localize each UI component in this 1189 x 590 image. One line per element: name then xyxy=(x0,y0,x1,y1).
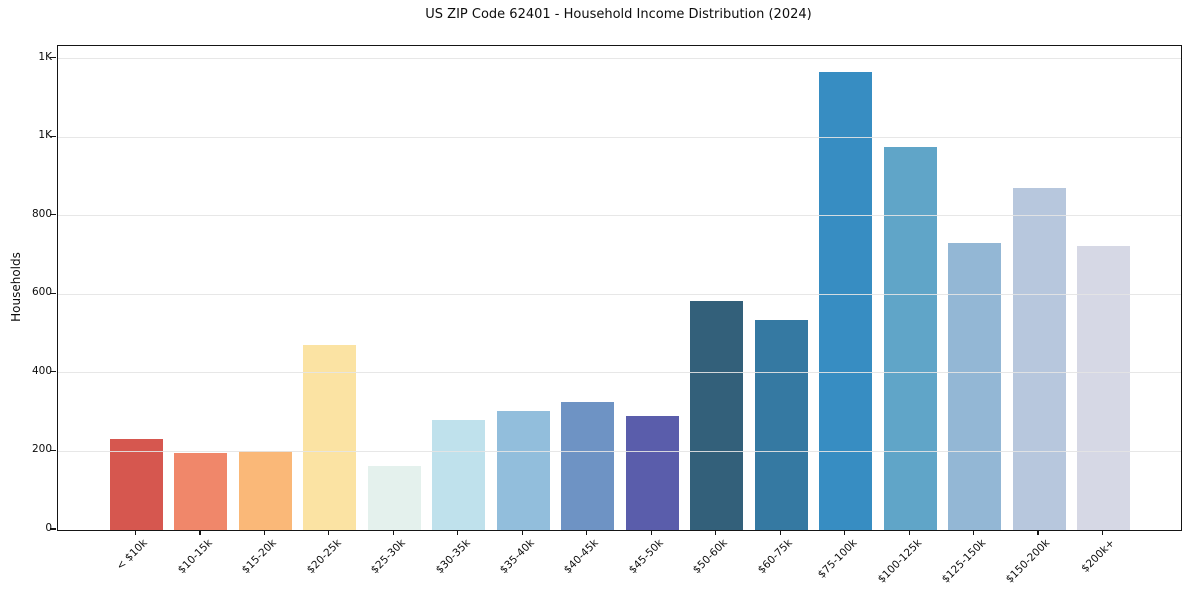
x-axis-tick xyxy=(199,530,201,535)
chart-title: US ZIP Code 62401 - Household Income Dis… xyxy=(425,7,812,22)
bar-20-25k xyxy=(303,344,357,530)
x-axis-tick xyxy=(972,530,975,535)
x-axis-tick xyxy=(586,530,588,535)
x-axis-tick xyxy=(134,530,137,535)
x-axis-tick-label: $150-200k xyxy=(1004,537,1053,586)
y-axis-tick xyxy=(50,292,56,294)
bar-60-75k xyxy=(754,319,808,530)
bar-30-35k xyxy=(432,420,486,530)
y-axis-tick-label: 1K xyxy=(38,50,52,63)
gridline xyxy=(58,136,1181,138)
y-axis-tick-label: 400 xyxy=(31,364,52,377)
x-axis-tick xyxy=(457,530,459,535)
bar-75-100k xyxy=(819,72,873,530)
x-axis-tick xyxy=(1037,530,1039,535)
y-axis-tick xyxy=(50,214,56,216)
gridline xyxy=(58,450,1181,452)
x-axis-tick xyxy=(521,530,523,535)
y-axis-tick xyxy=(50,56,56,59)
x-axis-tick xyxy=(392,530,394,535)
bar-50-60k xyxy=(690,301,744,530)
y-axis-tick-label: 200 xyxy=(31,443,52,456)
x-axis-tick-label: $200k+ xyxy=(1079,537,1118,575)
gridline xyxy=(58,215,1181,217)
bar-200k xyxy=(1077,246,1131,530)
x-axis-tick-label: $100-125k xyxy=(875,537,924,586)
bar-125-150k xyxy=(948,243,1002,530)
y-axis-tick-label: 800 xyxy=(31,207,52,220)
bar-15-20k xyxy=(238,451,292,530)
bar-150-200k xyxy=(1012,188,1066,530)
x-axis-tick-label: $60-75k xyxy=(755,537,795,577)
x-axis-tick-label: $75-100k xyxy=(815,537,860,581)
plot-area xyxy=(57,45,1182,531)
x-axis-tick xyxy=(650,530,652,535)
x-axis-tick xyxy=(908,530,910,535)
bar-10k xyxy=(109,438,163,530)
x-axis-tick-label: $125-150k xyxy=(939,537,989,586)
x-axis-tick xyxy=(328,530,330,535)
y-axis-tick xyxy=(50,135,56,137)
bar-100-125k xyxy=(883,147,937,530)
x-axis-tick-label: $20-25k xyxy=(304,537,344,577)
y-axis-tick-label: 600 xyxy=(31,286,52,299)
y-axis-tick xyxy=(50,449,56,452)
y-axis-tick-label: 1K xyxy=(38,129,52,142)
x-axis-tick xyxy=(715,530,717,535)
x-axis-tick-label: $10-15k xyxy=(175,537,215,577)
x-axis-tick-label: $30-35k xyxy=(433,537,473,577)
x-axis-tick-label: $15-20k xyxy=(239,537,279,577)
x-axis-tick xyxy=(779,530,781,535)
gridline xyxy=(58,293,1181,295)
y-axis-tick-label: 0 xyxy=(45,522,52,534)
x-axis-tick-label: $25-30k xyxy=(368,537,408,577)
x-axis-tick-label: $50-60k xyxy=(691,537,731,577)
x-axis-tick-label: $35-40k xyxy=(497,537,537,577)
x-axis-tick-label: < $10k xyxy=(114,537,150,573)
x-axis-tick xyxy=(844,530,846,535)
y-axis-tick xyxy=(50,371,56,373)
gridline xyxy=(58,58,1181,60)
bar-35-40k xyxy=(496,411,550,530)
gridline xyxy=(58,372,1181,374)
x-axis-tick-label: $40-45k xyxy=(562,537,602,577)
bar-10-15k xyxy=(174,452,228,530)
x-axis-tick xyxy=(1101,530,1104,535)
y-axis-tick xyxy=(50,528,56,530)
x-axis-tick xyxy=(263,530,265,535)
bar-40-45k xyxy=(561,402,615,530)
y-axis-label: Households xyxy=(9,252,23,322)
x-axis-tick-label: $45-50k xyxy=(626,537,666,577)
bar-45-50k xyxy=(625,415,679,530)
bar-25-30k xyxy=(367,466,421,530)
